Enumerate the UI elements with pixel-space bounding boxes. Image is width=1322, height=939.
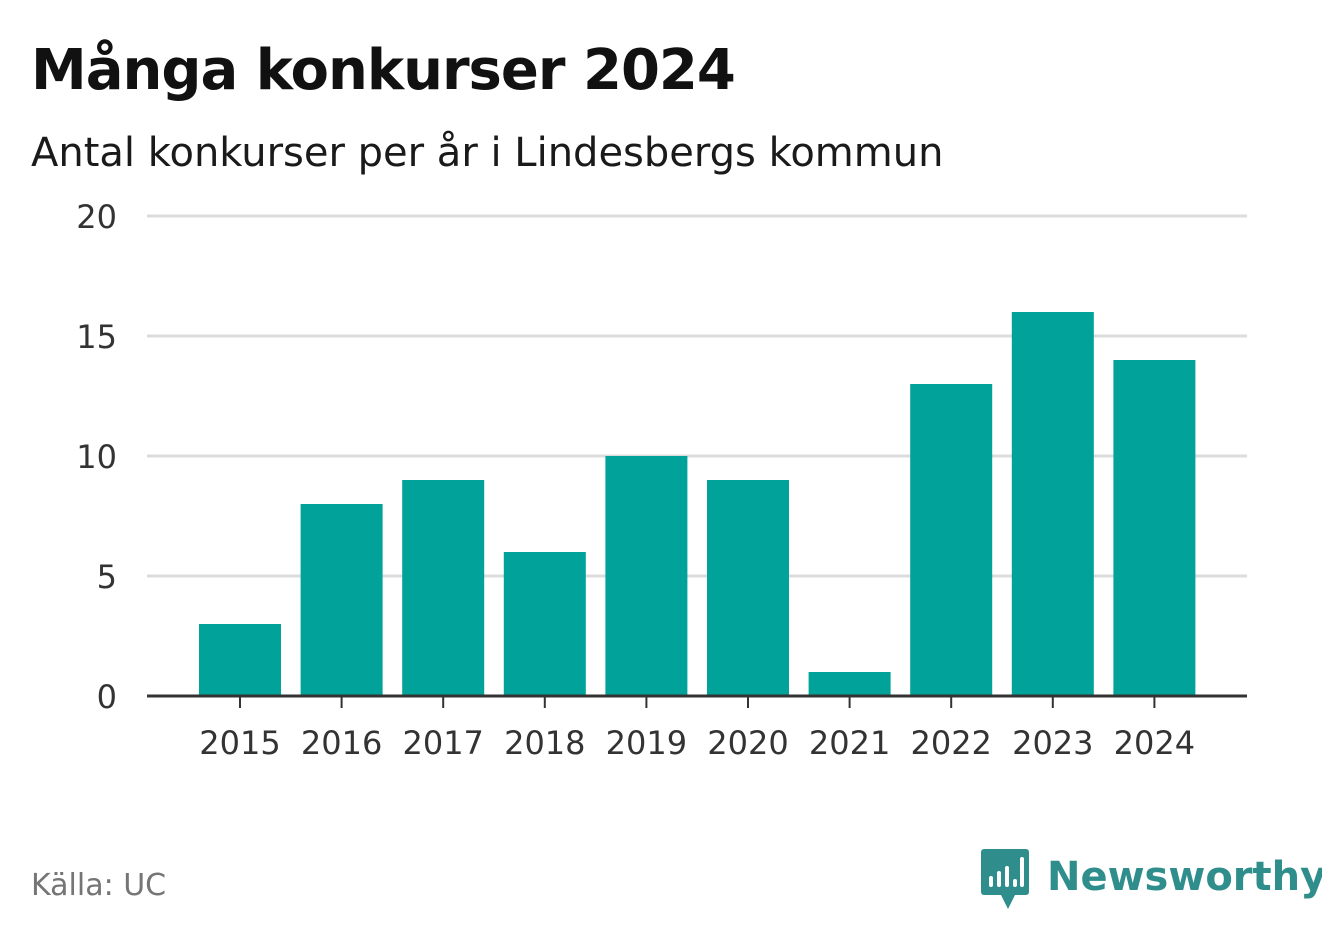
x-tick-label-2022: 2022: [910, 724, 991, 762]
brand-name: Newsworthy: [1047, 854, 1322, 900]
bar-2017: [402, 480, 485, 696]
x-tick-label-2023: 2023: [1012, 724, 1093, 762]
x-tick-label-2016: 2016: [301, 724, 382, 762]
bar-2019: [605, 456, 688, 696]
x-tick-label-2017: 2017: [402, 724, 483, 762]
x-tick-label-2020: 2020: [707, 724, 788, 762]
bar-2020: [707, 480, 789, 696]
bar-2018: [503, 552, 586, 696]
chart-subtitle: Antal konkurser per år i Lindesbergs kom…: [31, 130, 944, 176]
bar-2023: [1011, 312, 1094, 696]
newsworthy-logo-icon: [981, 849, 1029, 909]
y-axis-tick-labels: 0 5 10 15 20: [76, 198, 117, 716]
bar-2022: [910, 384, 993, 696]
x-tick-label-2019: 2019: [606, 724, 687, 762]
y-tick-label-20: 20: [76, 198, 117, 236]
brand-logo[interactable]: Newsworthy: [981, 848, 1322, 912]
bar-2016: [300, 504, 383, 696]
y-tick-label-10: 10: [76, 438, 117, 476]
y-tick-label-0: 0: [97, 678, 117, 716]
bar-2015: [199, 624, 281, 696]
y-tick-label-5: 5: [97, 558, 117, 596]
source-note: Källa: UC: [31, 868, 167, 903]
bars: [199, 312, 1196, 696]
x-tick-label-2015: 2015: [199, 724, 280, 762]
y-tick-label-15: 15: [76, 318, 117, 356]
x-tick-label-2021: 2021: [809, 724, 890, 762]
x-tick-label-2024: 2024: [1114, 724, 1195, 762]
bar-2021: [808, 672, 891, 696]
x-tick-label-2018: 2018: [504, 724, 585, 762]
x-axis: [147, 694, 1247, 708]
bar-2024: [1113, 360, 1196, 696]
chart-title: Många konkurser 2024: [31, 38, 736, 103]
x-axis-tick-labels: 2015 2016 2017 2018 2019 2020 2021 2022 2023 2024: [199, 724, 1195, 762]
